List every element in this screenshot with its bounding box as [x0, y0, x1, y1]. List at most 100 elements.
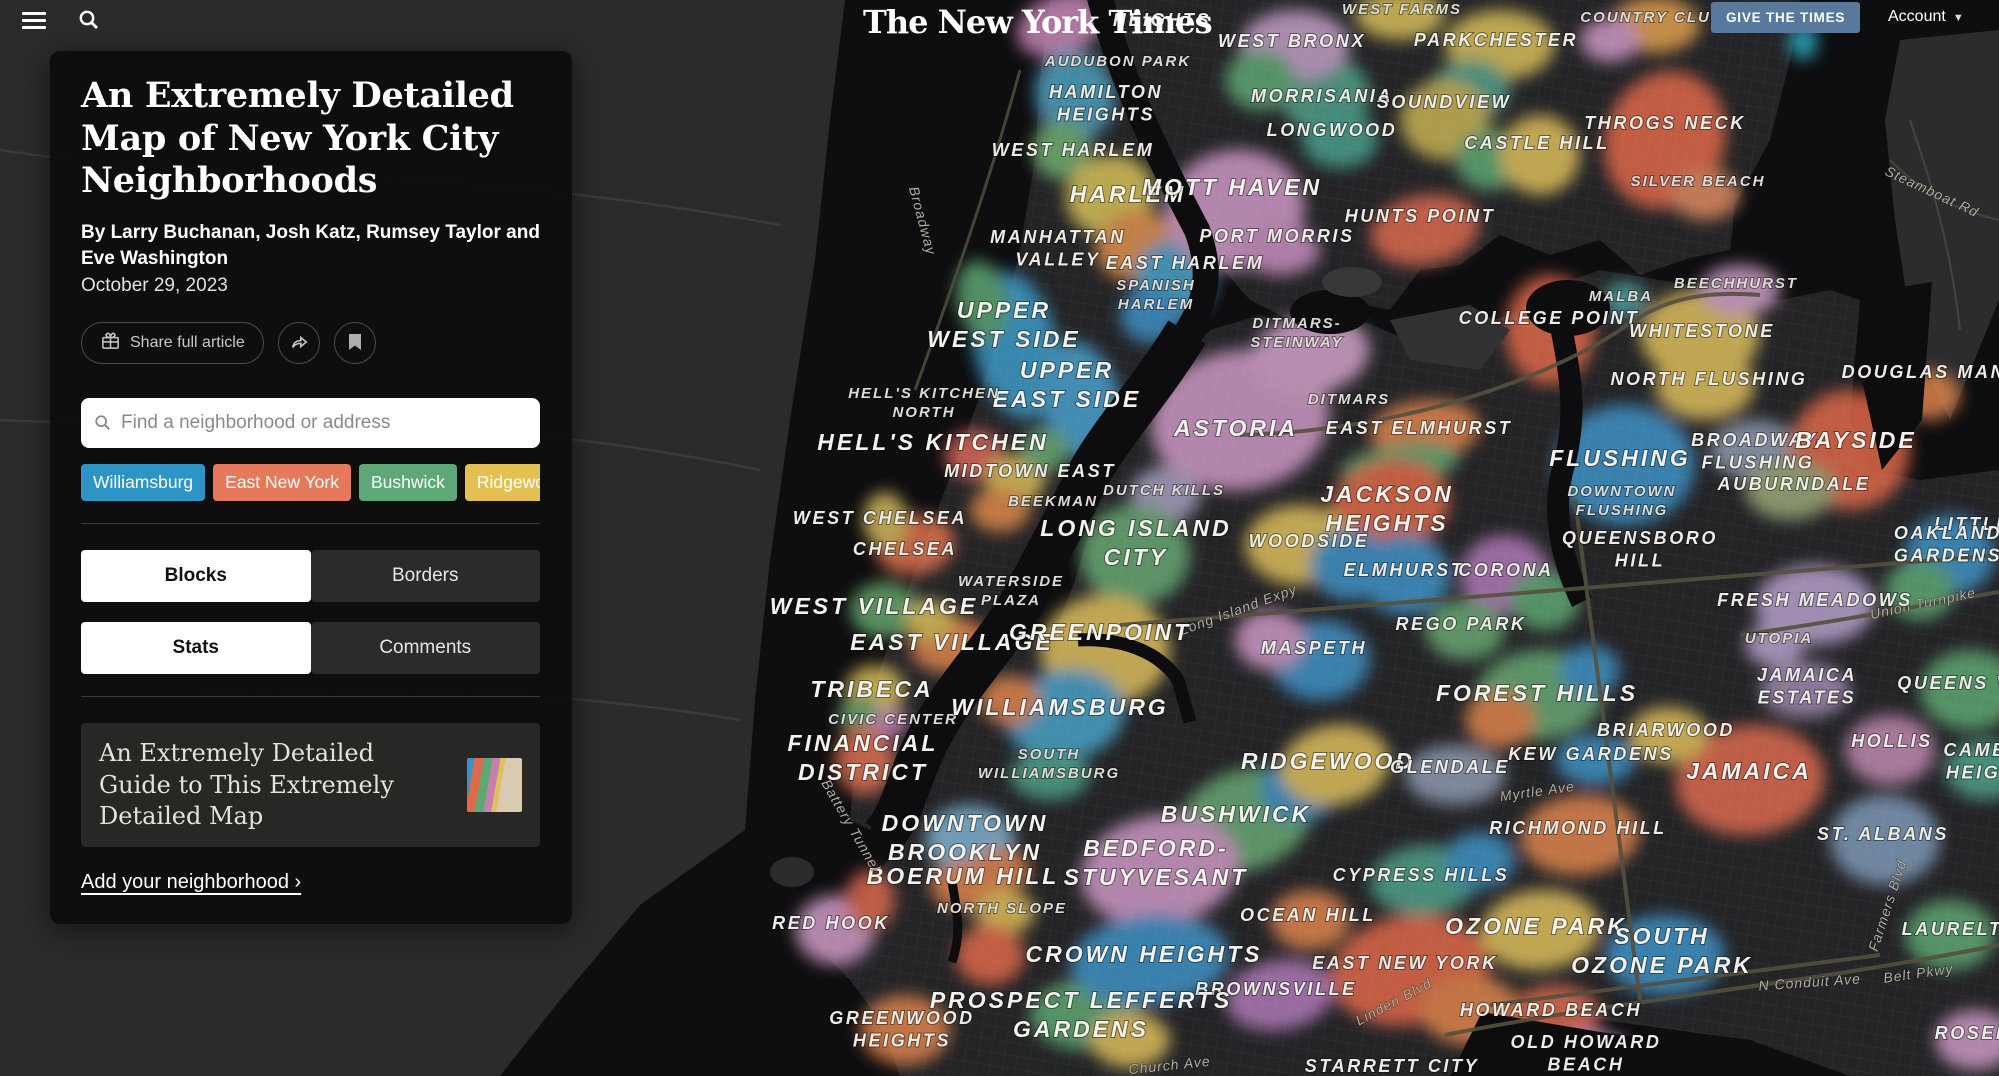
chevron-down-icon: ▼ [1952, 12, 1964, 24]
map-label: WEST HARLEM [992, 140, 1155, 160]
map-label: SOUNDVIEW [1377, 92, 1511, 112]
save-bookmark-button[interactable] [333, 322, 376, 365]
map-label: DUTCH KILLS [1103, 482, 1225, 499]
article-side-panel: An Extremely Detailed Map of New York Ci… [50, 51, 572, 924]
share-arrow-icon [289, 332, 309, 355]
map-label: FINANCIAL DISTRICT [788, 730, 939, 785]
map-label: STARRETT CITY [1305, 1056, 1479, 1076]
account-label: Account [1888, 8, 1946, 25]
map-label: PARKCHESTER [1414, 30, 1578, 50]
map-label: ST. ALBANS [1817, 824, 1949, 844]
map-label: SPANISH HARLEM [1116, 277, 1196, 313]
map-label: CIVIC CENTER [828, 711, 958, 728]
map-label: DOWNTOWN BROOKLYN [882, 810, 1049, 865]
search-icon[interactable] [78, 9, 100, 36]
map-label: MORRISANIA [1251, 86, 1393, 106]
toggle-blocks[interactable]: Blocks [81, 550, 311, 603]
map-label: RIDGEWOOD [1241, 748, 1415, 774]
map-label: EAST ELMHURST [1326, 418, 1513, 438]
toggle-borders[interactable]: Borders [310, 550, 540, 603]
map-label: LITTLE NECK [1934, 514, 1999, 534]
map-label: WEST VILLAGE [770, 593, 979, 619]
map-label: CAMBRIAHEIGHTS [1943, 740, 1999, 783]
map-label: MOTT HAVEN [1142, 174, 1322, 200]
divider [81, 523, 540, 525]
map-label: OZONE PARK [1445, 913, 1627, 939]
hamburger-menu-icon[interactable] [22, 12, 46, 29]
map-label: BROWNSVILLE [1195, 979, 1357, 999]
share-arrow-button[interactable] [277, 322, 320, 365]
map-label: WATERSIDE PLAZA [958, 573, 1064, 609]
map-label: BUSHWICK [1161, 801, 1312, 827]
map-label: MIDTOWN EAST [944, 461, 1116, 481]
map-label: FOREST HILLS [1436, 680, 1638, 706]
divider [81, 696, 540, 698]
map-label: BRIARWOOD [1597, 720, 1735, 740]
map-label: HELL'S KITCHEN [817, 429, 1048, 455]
nyt-logo[interactable]: The New York Times [863, 3, 1213, 41]
map-label: DOWNTOWN FLUSHING [1567, 483, 1676, 519]
map-label: OLD HOWARD BEACH [1511, 1032, 1662, 1075]
toggle-comments[interactable]: Comments [310, 622, 540, 675]
map-label: UPPER WEST SIDE [927, 297, 1081, 352]
map-label: LONGWOOD [1267, 120, 1398, 140]
map-label: ROSEDALE [1935, 1023, 1999, 1043]
map-label: RICHMOND HILL [1489, 818, 1667, 838]
map-label: MASPETH [1261, 638, 1367, 658]
guide-thumbnail-image [467, 758, 522, 813]
map-label: SILVER BEACH [1631, 173, 1766, 190]
map-label: AUBURNDALE [1717, 474, 1871, 494]
search-input-icon [95, 415, 111, 431]
search-input[interactable] [81, 398, 540, 449]
map-label: WILLIAMSBURG [951, 694, 1168, 720]
map-label: JACKSON HEIGHTS [1320, 481, 1453, 536]
map-label: NORTH SLOPE [937, 900, 1067, 917]
share-full-article-button[interactable]: Share full article [81, 322, 264, 365]
chip-williamsburg[interactable]: Williamsburg [81, 464, 206, 502]
map-label: OAKLAND GARDENS [1894, 523, 1999, 566]
account-menu[interactable]: Account ▼ [1888, 8, 1964, 26]
map-label: HUNTS POINT [1345, 206, 1496, 226]
map-label: HOWARD BEACH [1460, 1000, 1642, 1020]
map-label: EAST HARLEM [1106, 253, 1265, 273]
add-your-neighborhood-link[interactable]: Add your neighborhood › [81, 870, 302, 893]
map-label: GREENWOOD HEIGHTS [829, 1008, 974, 1051]
map-label: KEW GARDENS [1508, 744, 1674, 764]
toggle-stats[interactable]: Stats [81, 622, 311, 675]
map-label: PORT MORRIS [1199, 226, 1354, 246]
map-label: UPPER EAST SIDE [993, 357, 1141, 412]
top-navigation-bar: The New York Times GIVE THE TIMES Accoun… [0, 0, 1999, 44]
map-label: EAST NEW YORK [1312, 953, 1497, 973]
gift-icon [100, 330, 121, 356]
give-the-times-button[interactable]: GIVE THE TIMES [1711, 2, 1861, 33]
map-label: ASTORIA [1173, 415, 1298, 441]
map-label: WEST CHELSEA [793, 508, 967, 528]
map-label: CYPRESS HILLS [1333, 865, 1510, 885]
map-label: MANHATTAN VALLEY [990, 227, 1126, 270]
map-label: LAURELTON [1902, 919, 1999, 939]
map-label: SOUTH WILLIAMSBURG [978, 746, 1120, 782]
guide-link-card[interactable]: An Extremely Detailed Guide to This Extr… [81, 723, 540, 847]
chip-bushwick[interactable]: Bushwick [358, 464, 457, 502]
map-label: WHITESTONE [1629, 321, 1775, 341]
share-row: Share full article [81, 322, 540, 365]
highways [913, 69, 1999, 1037]
map-label: REGO PARK [1395, 614, 1526, 634]
map-label: EAST VILLAGE [850, 629, 1053, 655]
map-label: COLLEGE POINT [1459, 308, 1640, 328]
publish-date: October 29, 2023 [81, 275, 228, 297]
bookmark-icon [348, 333, 362, 354]
map-label: LONG ISLAND CITY [1040, 515, 1231, 570]
map-label: BAYSIDE [1795, 427, 1917, 453]
chip-ridgewood[interactable]: Ridgewood [464, 464, 540, 502]
map-label: Church Ave [1128, 1053, 1212, 1076]
map-label: BEDFORD-STUYVESANT [1064, 835, 1249, 890]
chip-east-new-york[interactable]: East New York [213, 464, 351, 502]
map-label: FRESH MEADOWS [1717, 590, 1913, 610]
map-label: AUDUBON PARK [1044, 53, 1191, 70]
neighborhood-search [81, 398, 540, 449]
map-label: RED HOOK [772, 913, 890, 933]
map-label: ELMHURST [1344, 560, 1465, 580]
map-label: WEST BRONX [1218, 31, 1366, 51]
